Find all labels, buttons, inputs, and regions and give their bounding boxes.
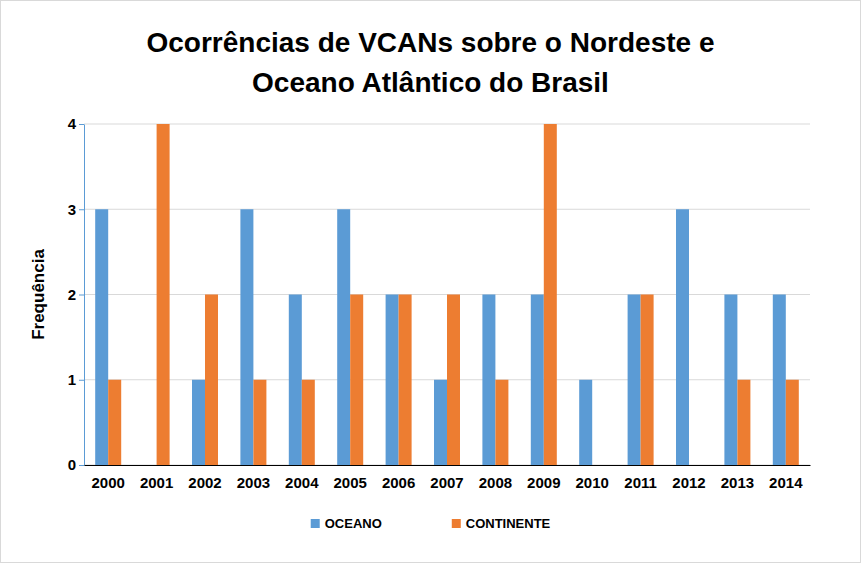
x-tick-label: 2012 bbox=[672, 474, 705, 491]
y-tick-label: 0 bbox=[68, 456, 76, 473]
bar bbox=[628, 295, 641, 466]
bar bbox=[482, 295, 495, 466]
bar bbox=[337, 209, 350, 465]
x-tick-label: 2007 bbox=[430, 474, 463, 491]
bar bbox=[240, 209, 253, 465]
y-tick-label: 3 bbox=[68, 201, 76, 218]
x-tick: 2012 bbox=[672, 474, 705, 491]
x-tick-label: 2005 bbox=[334, 474, 367, 491]
bar bbox=[289, 295, 302, 466]
bar bbox=[350, 295, 363, 466]
y-tick-mark bbox=[79, 465, 84, 466]
x-tick: 2001 bbox=[140, 474, 173, 491]
x-tick: 2013 bbox=[721, 474, 754, 491]
bar bbox=[737, 380, 750, 465]
legend-swatch bbox=[311, 519, 320, 528]
y-tick-mark bbox=[79, 124, 84, 125]
x-tick: 2005 bbox=[334, 474, 367, 491]
bar bbox=[689, 465, 702, 466]
y-tick: 0 bbox=[68, 456, 84, 473]
bar bbox=[676, 209, 689, 465]
x-tick-label: 2001 bbox=[140, 474, 173, 491]
y-axis-line bbox=[84, 125, 85, 466]
legend-item: CONTINENTE bbox=[452, 516, 551, 531]
bar bbox=[144, 465, 157, 466]
series bbox=[108, 124, 799, 465]
y-tick-label: 4 bbox=[68, 115, 77, 132]
bar bbox=[192, 380, 205, 465]
bar bbox=[592, 465, 605, 466]
bar bbox=[108, 380, 121, 465]
y-tick-label: 1 bbox=[68, 371, 76, 388]
title-line: Oceano Atlântico do Brasil bbox=[252, 67, 609, 98]
y-tick-label: 2 bbox=[68, 286, 76, 303]
x-tick-label: 2003 bbox=[237, 474, 270, 491]
x-tick: 2000 bbox=[92, 474, 125, 491]
bar bbox=[302, 380, 315, 465]
x-tick-label: 2008 bbox=[479, 474, 512, 491]
y-tick: 2 bbox=[68, 286, 84, 303]
bar bbox=[447, 295, 460, 466]
x-tick-label: 2011 bbox=[624, 474, 657, 491]
x-axis: 2000 2001 2002 2003 2004 2005 2006 2007 2008 2009… bbox=[85, 466, 811, 491]
bar bbox=[724, 295, 737, 466]
legend-label: OCEANO bbox=[325, 516, 382, 531]
x-tick: 2006 bbox=[382, 474, 415, 491]
y-tick-mark bbox=[79, 380, 84, 381]
background bbox=[1, 1, 861, 563]
x-tick-label: 2010 bbox=[576, 474, 609, 491]
y-tick: 4 bbox=[68, 115, 84, 132]
x-tick: 2014 bbox=[769, 474, 803, 491]
legend: OCEANO CONTINENTE bbox=[311, 516, 551, 531]
bar bbox=[205, 295, 218, 466]
bar bbox=[786, 380, 799, 465]
y-tick-mark bbox=[79, 295, 84, 296]
bar bbox=[434, 380, 447, 465]
legend-label: CONTINENTE bbox=[466, 516, 551, 531]
bar bbox=[95, 209, 108, 465]
x-tick-label: 2004 bbox=[285, 474, 319, 491]
legend-item: OCEANO bbox=[311, 516, 382, 531]
x-tick-label: 2009 bbox=[527, 474, 560, 491]
x-tick: 2010 bbox=[576, 474, 609, 491]
x-tick: 2009 bbox=[527, 474, 560, 491]
x-tick-label: 2000 bbox=[92, 474, 125, 491]
plot: 0123420002001200220032004200520062007200… bbox=[68, 115, 811, 490]
legend-swatch bbox=[452, 519, 461, 528]
x-axis-line bbox=[85, 465, 811, 466]
bar bbox=[641, 295, 654, 466]
bar bbox=[773, 295, 786, 466]
x-tick: 2004 bbox=[285, 474, 319, 491]
grid bbox=[84, 124, 810, 465]
bar bbox=[544, 124, 557, 465]
y-axis: 0 1 2 3 4 bbox=[68, 115, 85, 473]
bar bbox=[157, 124, 170, 465]
grid-line bbox=[84, 124, 810, 125]
x-tick: 2003 bbox=[237, 474, 270, 491]
title-line: Ocorrências de VCANs sobre o Nordeste e bbox=[147, 27, 715, 58]
bar bbox=[495, 380, 508, 465]
x-tick-label: 2002 bbox=[188, 474, 221, 491]
y-tick: 1 bbox=[68, 371, 84, 388]
series bbox=[95, 209, 786, 465]
x-tick-label: 2014 bbox=[769, 474, 803, 491]
bars bbox=[95, 124, 799, 465]
chart: Ocorrências de VCANs sobre o Nordeste e O… bbox=[0, 0, 861, 563]
bar bbox=[531, 295, 544, 466]
x-tick-label: 2013 bbox=[721, 474, 754, 491]
title: Ocorrências de VCANs sobre o Nordeste e O… bbox=[147, 27, 715, 98]
grid-line bbox=[84, 209, 810, 210]
y-axis-title: Frequência bbox=[29, 249, 48, 340]
bar bbox=[579, 380, 592, 465]
bar bbox=[253, 380, 266, 465]
x-tick: 2008 bbox=[479, 474, 512, 491]
x-tick: 2007 bbox=[430, 474, 463, 491]
bar bbox=[399, 295, 412, 466]
y-tick-mark bbox=[79, 209, 84, 210]
x-tick: 2011 bbox=[624, 474, 657, 491]
x-tick-label: 2006 bbox=[382, 474, 415, 491]
x-tick: 2002 bbox=[188, 474, 221, 491]
y-tick: 3 bbox=[68, 201, 84, 218]
bar bbox=[386, 295, 399, 466]
